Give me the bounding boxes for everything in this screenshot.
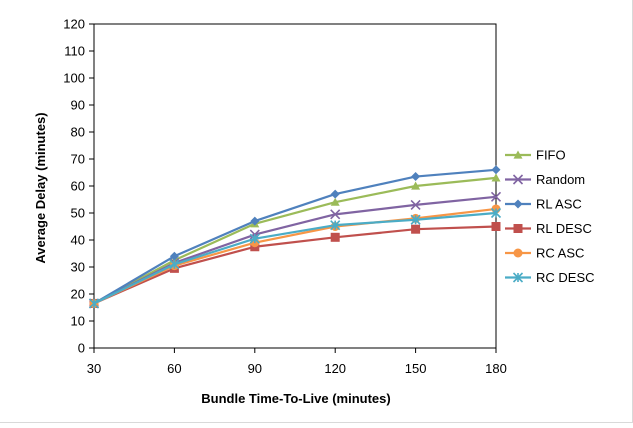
data-point — [491, 222, 501, 231]
legend-label: RL ASC — [536, 197, 582, 212]
legend-item: Random — [505, 172, 585, 187]
legend-label: RC ASC — [536, 246, 584, 261]
data-point — [491, 165, 501, 175]
legend-marker — [513, 248, 523, 258]
y-tick-label: 20 — [71, 287, 85, 302]
data-point — [169, 251, 179, 261]
data-point — [250, 216, 260, 226]
data-point — [411, 172, 421, 182]
x-tick-label: 60 — [167, 361, 181, 376]
y-tick-label: 100 — [63, 71, 85, 86]
legend-item: RL ASC — [505, 197, 582, 212]
y-tick-label: 110 — [64, 44, 85, 59]
data-point — [330, 197, 340, 206]
legend-label: Random — [536, 172, 585, 187]
x-tick-label: 90 — [248, 361, 262, 376]
data-point — [411, 181, 421, 190]
legend-label: FIFO — [536, 148, 566, 163]
data-point — [490, 191, 502, 202]
y-tick-label: 40 — [71, 233, 85, 248]
data-point — [330, 189, 340, 199]
legend-marker — [512, 272, 524, 283]
axes: 0 10 20 30 40 50 60 70 80 90 100 110 120 30 60 90 120 150… — [63, 17, 507, 377]
legend-marker — [512, 174, 524, 185]
y-tick-label: 0 — [78, 341, 85, 356]
y-tick-label: 60 — [71, 179, 85, 194]
y-tick-label: 30 — [71, 260, 85, 275]
x-axis-title: Bundle Time-To-Live (minutes) — [201, 391, 390, 406]
legend: FIFO Random RL ASC RL DESC RC ASC RC DESC — [505, 148, 595, 285]
legend-label: RC DESC — [536, 270, 595, 285]
data-point — [249, 233, 260, 244]
y-tick-label: 70 — [71, 152, 85, 167]
series-line — [93, 225, 497, 305]
series-line — [93, 168, 497, 305]
legend-item: RC ASC — [505, 246, 584, 261]
data-point — [491, 173, 501, 182]
series-fifo — [89, 173, 501, 308]
legend-marker — [513, 199, 523, 209]
legend-label: RL DESC — [536, 221, 592, 236]
y-tick-label: 50 — [71, 206, 85, 221]
series-line — [93, 211, 497, 305]
series-line — [93, 176, 497, 305]
y-axis-title: Average Delay (minutes) — [33, 112, 48, 263]
x-tick-label: 120 — [324, 361, 346, 376]
x-tick-label: 150 — [405, 361, 427, 376]
data-point — [330, 220, 341, 231]
data-point — [88, 298, 100, 309]
series-rc-desc — [88, 207, 502, 309]
x-tick-label: 30 — [87, 361, 101, 376]
y-tick-label: 90 — [71, 98, 85, 113]
data-point — [330, 232, 340, 242]
data-point — [411, 224, 421, 234]
series-rl-asc — [89, 165, 501, 308]
legend-item: RL DESC — [505, 221, 592, 236]
data-point — [490, 207, 502, 219]
y-tick-label: 120 — [63, 17, 85, 32]
data-point — [410, 214, 421, 225]
series-line — [93, 207, 497, 305]
data-point — [410, 199, 421, 210]
plot-border — [93, 23, 497, 349]
legend-marker — [513, 224, 523, 233]
x-tick-label: 180 — [485, 361, 507, 376]
y-tick-label: 80 — [71, 125, 85, 140]
series-random — [88, 191, 502, 309]
series-layer — [88, 165, 502, 309]
series-rc-asc — [89, 204, 501, 308]
y-tick-label: 10 — [71, 314, 85, 329]
data-point — [169, 259, 180, 270]
legend-item: FIFO — [505, 148, 566, 163]
legend-marker — [513, 150, 523, 159]
data-point — [330, 209, 341, 220]
legend-item: RC DESC — [505, 270, 595, 285]
